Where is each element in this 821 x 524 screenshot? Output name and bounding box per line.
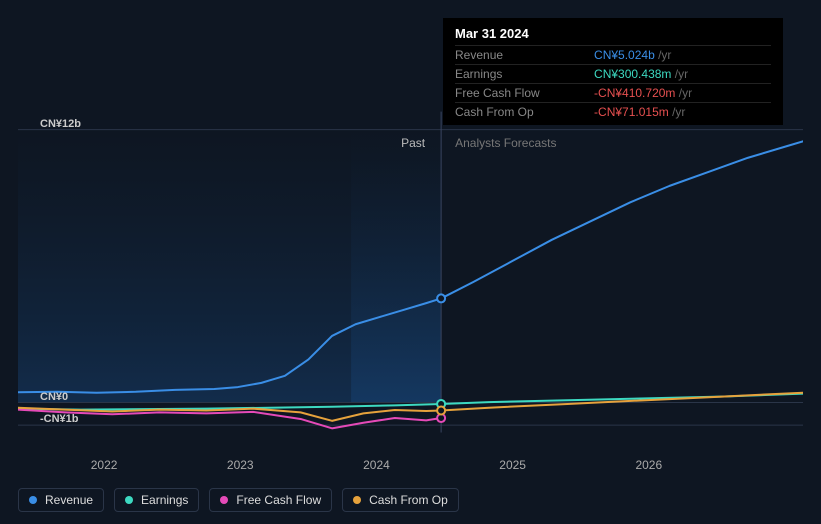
legend-dot-icon bbox=[220, 496, 228, 504]
legend-item-earnings[interactable]: Earnings bbox=[114, 488, 199, 512]
x-tick-label: 2022 bbox=[91, 458, 118, 472]
x-tick-label: 2025 bbox=[499, 458, 526, 472]
y-tick-label: -CN¥1b bbox=[40, 413, 79, 425]
tooltip-row: Cash From Op-CN¥71.015m /yr bbox=[455, 103, 771, 122]
tooltip-row: RevenueCN¥5.024b /yr bbox=[455, 46, 771, 65]
tooltip-table: RevenueCN¥5.024b /yrEarningsCN¥300.438m … bbox=[455, 45, 771, 121]
forecast-label: Analysts Forecasts bbox=[455, 136, 556, 150]
tooltip-row-label: Free Cash Flow bbox=[455, 84, 594, 103]
tooltip-row-label: Revenue bbox=[455, 46, 594, 65]
tooltip-row: EarningsCN¥300.438m /yr bbox=[455, 65, 771, 84]
x-tick-label: 2024 bbox=[363, 458, 390, 472]
tooltip-row-value: CN¥5.024b /yr bbox=[594, 46, 771, 65]
x-tick-label: 2026 bbox=[635, 458, 662, 472]
tooltip-row-label: Earnings bbox=[455, 65, 594, 84]
legend-label: Free Cash Flow bbox=[236, 493, 321, 507]
tooltip-row-value: -CN¥71.015m /yr bbox=[594, 103, 771, 122]
past-label: Past bbox=[401, 136, 425, 150]
legend-dot-icon bbox=[353, 496, 361, 504]
x-tick-label: 2023 bbox=[227, 458, 254, 472]
tooltip-row: Free Cash Flow-CN¥410.720m /yr bbox=[455, 84, 771, 103]
legend-item-fcf[interactable]: Free Cash Flow bbox=[209, 488, 332, 512]
tooltip-row-value: -CN¥410.720m /yr bbox=[594, 84, 771, 103]
chart-tooltip: Mar 31 2024 RevenueCN¥5.024b /yrEarnings… bbox=[443, 18, 783, 125]
tooltip-row-value: CN¥300.438m /yr bbox=[594, 65, 771, 84]
legend-item-revenue[interactable]: Revenue bbox=[18, 488, 104, 512]
chart-legend: Revenue Earnings Free Cash Flow Cash From O… bbox=[18, 488, 459, 512]
legend-label: Cash From Op bbox=[369, 493, 448, 507]
legend-dot-icon bbox=[29, 496, 37, 504]
y-tick-label: CN¥0 bbox=[40, 391, 68, 403]
tooltip-row-label: Cash From Op bbox=[455, 103, 594, 122]
tooltip-date: Mar 31 2024 bbox=[455, 26, 771, 41]
legend-label: Revenue bbox=[45, 493, 93, 507]
y-tick-label: CN¥12b bbox=[40, 118, 81, 130]
legend-label: Earnings bbox=[141, 493, 188, 507]
financial-chart: CN¥12b CN¥0 -CN¥1b Past Analysts Forecasts… bbox=[0, 0, 821, 524]
legend-item-cfo[interactable]: Cash From Op bbox=[342, 488, 459, 512]
legend-dot-icon bbox=[125, 496, 133, 504]
